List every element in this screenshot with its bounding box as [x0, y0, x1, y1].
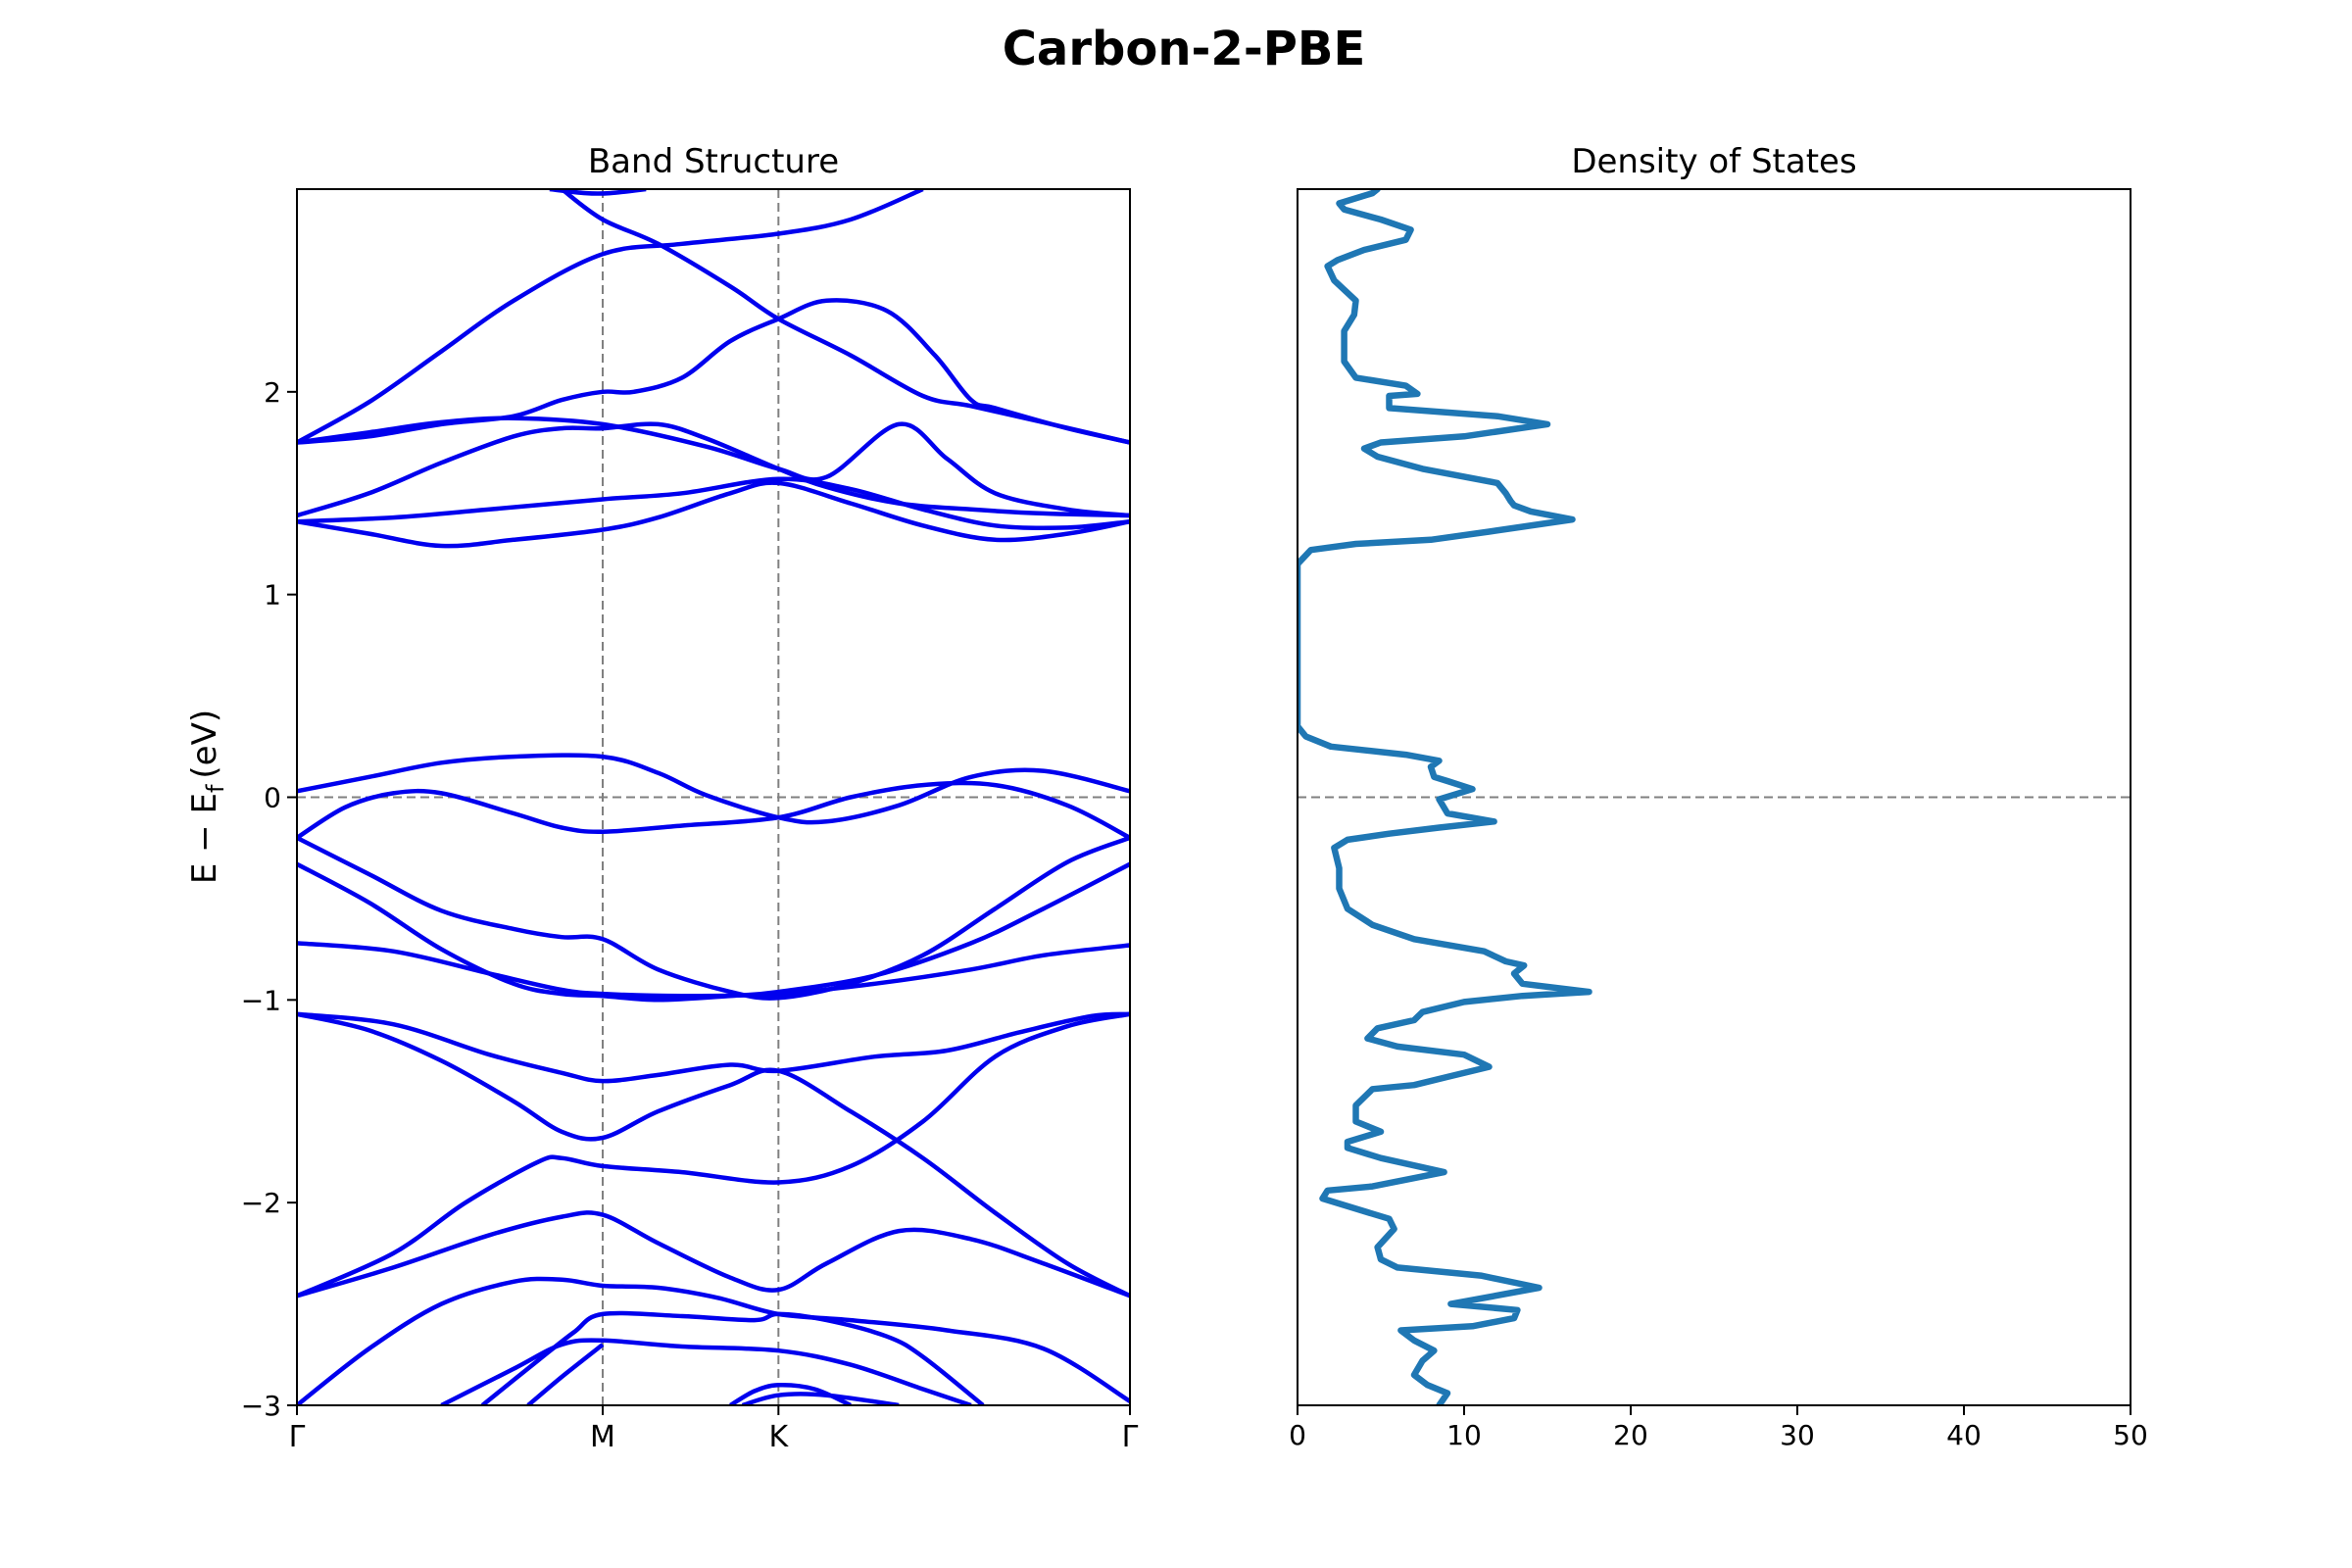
dos-x-tick-label: 30 [1780, 1419, 1815, 1451]
band-16 [560, 189, 1130, 445]
kpoint-label: Γ [1122, 1420, 1139, 1454]
band-y-tick-label: −2 [241, 1187, 281, 1219]
band-20 [526, 1343, 605, 1405]
band-19 [480, 1310, 985, 1405]
band-22 [741, 1392, 900, 1405]
figure-title: Carbon-2-PBE [1003, 22, 1366, 76]
band-1 [297, 1210, 1130, 1298]
dos-x-tick-label: 0 [1289, 1419, 1306, 1451]
band-14 [297, 416, 1130, 518]
band-6 [297, 861, 1130, 1003]
band-lines [297, 189, 1130, 1405]
dos-x-tick-label: 20 [1613, 1419, 1648, 1451]
band-8 [297, 780, 1130, 840]
band-0 [297, 1276, 1130, 1405]
kpoint-label: M [590, 1420, 615, 1454]
dos-line [1298, 189, 1592, 1405]
band-y-tick-label: −3 [241, 1390, 281, 1422]
band-5 [297, 941, 1130, 999]
band-2 [297, 1011, 1130, 1298]
dos-x-axis: 0 10 20 30 40 50 [1289, 1405, 2148, 1451]
band-9 [297, 753, 1130, 825]
band-y-tick-label: 1 [264, 579, 281, 612]
dos-x-tick-label: 40 [1946, 1419, 1982, 1451]
band-17 [549, 189, 647, 196]
kpoint-label: K [768, 1420, 789, 1454]
dos-frame [1297, 188, 2132, 1406]
band-structure-title: Band Structure [588, 142, 839, 181]
band-7 [297, 835, 1130, 1001]
band-structure-panel: Band Structure −3 −2 −1 0 1 2 Γ M K Γ E − Ef(eV) [185, 142, 1139, 1454]
band-y-tick-label: −1 [241, 984, 281, 1016]
band-structure-y-axis: −3 −2 −1 0 1 2 [241, 376, 297, 1422]
band-18 [440, 1338, 972, 1405]
band-3 [297, 1011, 1130, 1298]
band-y-tick-label: 2 [264, 376, 281, 409]
dos-title: Density of States [1571, 142, 1856, 181]
band-y-tick-label: 0 [264, 782, 281, 814]
band-12 [297, 421, 1130, 518]
band-4 [297, 1011, 1130, 1084]
band-structure-frame [296, 188, 1131, 1406]
band-10 [297, 480, 1130, 549]
band-11 [297, 476, 1130, 531]
dos-x-tick-label: 50 [2113, 1419, 2148, 1451]
dos-panel: Density of States 0 10 20 30 40 50 [1289, 142, 2148, 1451]
dos-x-tick-label: 10 [1446, 1419, 1482, 1451]
dos-curve [1298, 189, 1592, 1405]
band-structure-y-axis-label: E − Ef(eV) [185, 710, 229, 884]
band-15 [297, 189, 924, 445]
kpoint-label: Γ [289, 1420, 306, 1454]
